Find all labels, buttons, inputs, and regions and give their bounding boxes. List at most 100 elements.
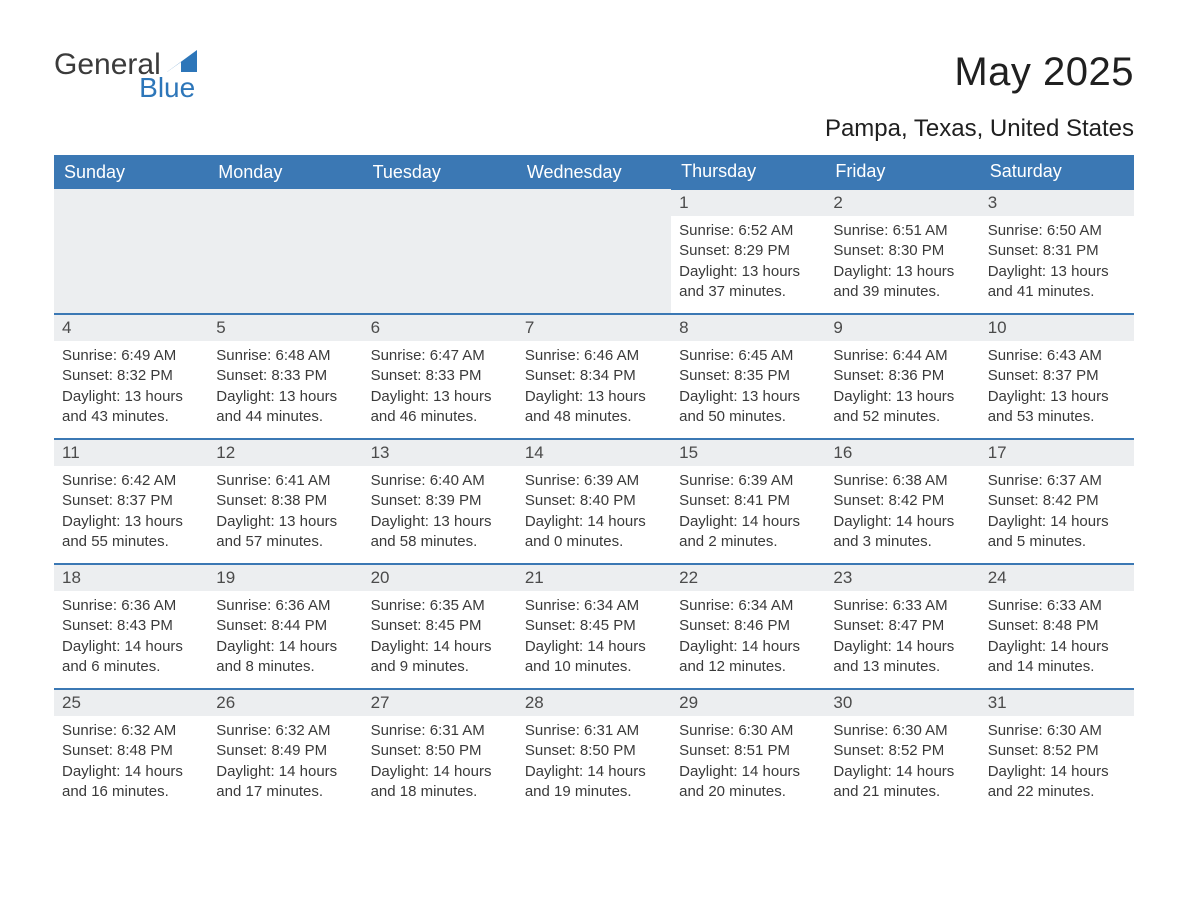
daylight-line: Daylight: 14 hours and 2 minutes. [679,512,817,553]
calendar-day: 24Sunrise: 6:33 AMSunset: 8:48 PMDayligh… [980,564,1134,689]
calendar-row: 11Sunrise: 6:42 AMSunset: 8:37 PMDayligh… [54,439,1134,564]
daylight-line: Daylight: 14 hours and 14 minutes. [988,637,1126,678]
sunrise-line: Sunrise: 6:51 AM [833,221,971,241]
sunrise-line: Sunrise: 6:31 AM [371,721,509,741]
calendar-row: 4Sunrise: 6:49 AMSunset: 8:32 PMDaylight… [54,314,1134,439]
day-number: 25 [54,690,208,716]
sunset-line: Sunset: 8:35 PM [679,366,817,386]
daylight-line: Daylight: 13 hours and 37 minutes. [679,262,817,303]
calendar-day-empty [208,189,362,314]
sunset-line: Sunset: 8:33 PM [216,366,354,386]
day-details: Sunrise: 6:41 AMSunset: 8:38 PMDaylight:… [208,466,362,560]
daylight-line: Daylight: 14 hours and 16 minutes. [62,762,200,803]
sunset-line: Sunset: 8:29 PM [679,241,817,261]
sunset-line: Sunset: 8:42 PM [833,491,971,511]
day-number: 4 [54,315,208,341]
sunset-line: Sunset: 8:52 PM [833,741,971,761]
calendar-day: 12Sunrise: 6:41 AMSunset: 8:38 PMDayligh… [208,439,362,564]
day-number: 2 [825,190,979,216]
daylight-line: Daylight: 13 hours and 43 minutes. [62,387,200,428]
sunset-line: Sunset: 8:44 PM [216,616,354,636]
calendar-day: 17Sunrise: 6:37 AMSunset: 8:42 PMDayligh… [980,439,1134,564]
day-details: Sunrise: 6:31 AMSunset: 8:50 PMDaylight:… [363,716,517,810]
sunrise-line: Sunrise: 6:39 AM [679,471,817,491]
calendar-day: 14Sunrise: 6:39 AMSunset: 8:40 PMDayligh… [517,439,671,564]
sunrise-line: Sunrise: 6:37 AM [988,471,1126,491]
calendar-day: 6Sunrise: 6:47 AMSunset: 8:33 PMDaylight… [363,314,517,439]
daylight-line: Daylight: 13 hours and 41 minutes. [988,262,1126,303]
day-details: Sunrise: 6:51 AMSunset: 8:30 PMDaylight:… [825,216,979,310]
calendar-day: 7Sunrise: 6:46 AMSunset: 8:34 PMDaylight… [517,314,671,439]
daylight-line: Daylight: 14 hours and 0 minutes. [525,512,663,553]
sunset-line: Sunset: 8:34 PM [525,366,663,386]
day-number: 14 [517,440,671,466]
calendar-day: 4Sunrise: 6:49 AMSunset: 8:32 PMDaylight… [54,314,208,439]
calendar-day: 29Sunrise: 6:30 AMSunset: 8:51 PMDayligh… [671,689,825,814]
day-details: Sunrise: 6:47 AMSunset: 8:33 PMDaylight:… [363,341,517,435]
daylight-line: Daylight: 14 hours and 8 minutes. [216,637,354,678]
calendar-day: 28Sunrise: 6:31 AMSunset: 8:50 PMDayligh… [517,689,671,814]
weekday-header: Wednesday [517,155,671,189]
calendar-day: 25Sunrise: 6:32 AMSunset: 8:48 PMDayligh… [54,689,208,814]
day-details: Sunrise: 6:49 AMSunset: 8:32 PMDaylight:… [54,341,208,435]
calendar-day-empty [363,189,517,314]
day-details: Sunrise: 6:32 AMSunset: 8:48 PMDaylight:… [54,716,208,810]
calendar-day-empty [54,189,208,314]
calendar-day: 9Sunrise: 6:44 AMSunset: 8:36 PMDaylight… [825,314,979,439]
day-details: Sunrise: 6:44 AMSunset: 8:36 PMDaylight:… [825,341,979,435]
day-details: Sunrise: 6:43 AMSunset: 8:37 PMDaylight:… [980,341,1134,435]
sunrise-line: Sunrise: 6:31 AM [525,721,663,741]
day-details: Sunrise: 6:42 AMSunset: 8:37 PMDaylight:… [54,466,208,560]
sunset-line: Sunset: 8:43 PM [62,616,200,636]
day-details: Sunrise: 6:30 AMSunset: 8:52 PMDaylight:… [980,716,1134,810]
daylight-line: Daylight: 14 hours and 12 minutes. [679,637,817,678]
calendar-table: SundayMondayTuesdayWednesdayThursdayFrid… [54,155,1134,814]
sunset-line: Sunset: 8:32 PM [62,366,200,386]
day-details: Sunrise: 6:34 AMSunset: 8:45 PMDaylight:… [517,591,671,685]
day-number: 12 [208,440,362,466]
calendar-day: 2Sunrise: 6:51 AMSunset: 8:30 PMDaylight… [825,189,979,314]
sunset-line: Sunset: 8:45 PM [525,616,663,636]
daylight-line: Daylight: 14 hours and 9 minutes. [371,637,509,678]
sunset-line: Sunset: 8:50 PM [371,741,509,761]
sunrise-line: Sunrise: 6:49 AM [62,346,200,366]
daylight-line: Daylight: 14 hours and 19 minutes. [525,762,663,803]
day-details: Sunrise: 6:34 AMSunset: 8:46 PMDaylight:… [671,591,825,685]
day-details: Sunrise: 6:46 AMSunset: 8:34 PMDaylight:… [517,341,671,435]
day-details: Sunrise: 6:30 AMSunset: 8:52 PMDaylight:… [825,716,979,810]
sunrise-line: Sunrise: 6:30 AM [679,721,817,741]
day-number: 22 [671,565,825,591]
day-number: 8 [671,315,825,341]
daylight-line: Daylight: 14 hours and 17 minutes. [216,762,354,803]
sunrise-line: Sunrise: 6:42 AM [62,471,200,491]
sunrise-line: Sunrise: 6:40 AM [371,471,509,491]
calendar-day: 16Sunrise: 6:38 AMSunset: 8:42 PMDayligh… [825,439,979,564]
day-number: 27 [363,690,517,716]
location-subtitle: Pampa, Texas, United States [825,115,1134,143]
sunset-line: Sunset: 8:33 PM [371,366,509,386]
day-number: 6 [363,315,517,341]
calendar-day: 13Sunrise: 6:40 AMSunset: 8:39 PMDayligh… [363,439,517,564]
day-details: Sunrise: 6:40 AMSunset: 8:39 PMDaylight:… [363,466,517,560]
sunrise-line: Sunrise: 6:33 AM [988,596,1126,616]
calendar-day: 27Sunrise: 6:31 AMSunset: 8:50 PMDayligh… [363,689,517,814]
sunrise-line: Sunrise: 6:34 AM [679,596,817,616]
day-details: Sunrise: 6:35 AMSunset: 8:45 PMDaylight:… [363,591,517,685]
calendar-day: 19Sunrise: 6:36 AMSunset: 8:44 PMDayligh… [208,564,362,689]
calendar-row: 1Sunrise: 6:52 AMSunset: 8:29 PMDaylight… [54,189,1134,314]
sunset-line: Sunset: 8:39 PM [371,491,509,511]
calendar-day: 31Sunrise: 6:30 AMSunset: 8:52 PMDayligh… [980,689,1134,814]
sunset-line: Sunset: 8:31 PM [988,241,1126,261]
daylight-line: Daylight: 14 hours and 13 minutes. [833,637,971,678]
sunrise-line: Sunrise: 6:36 AM [62,596,200,616]
calendar-day: 8Sunrise: 6:45 AMSunset: 8:35 PMDaylight… [671,314,825,439]
sunset-line: Sunset: 8:51 PM [679,741,817,761]
sunset-line: Sunset: 8:45 PM [371,616,509,636]
daylight-line: Daylight: 14 hours and 5 minutes. [988,512,1126,553]
day-number: 5 [208,315,362,341]
sunrise-line: Sunrise: 6:34 AM [525,596,663,616]
calendar-day: 22Sunrise: 6:34 AMSunset: 8:46 PMDayligh… [671,564,825,689]
day-number: 30 [825,690,979,716]
weekday-header: Monday [208,155,362,189]
sunset-line: Sunset: 8:30 PM [833,241,971,261]
